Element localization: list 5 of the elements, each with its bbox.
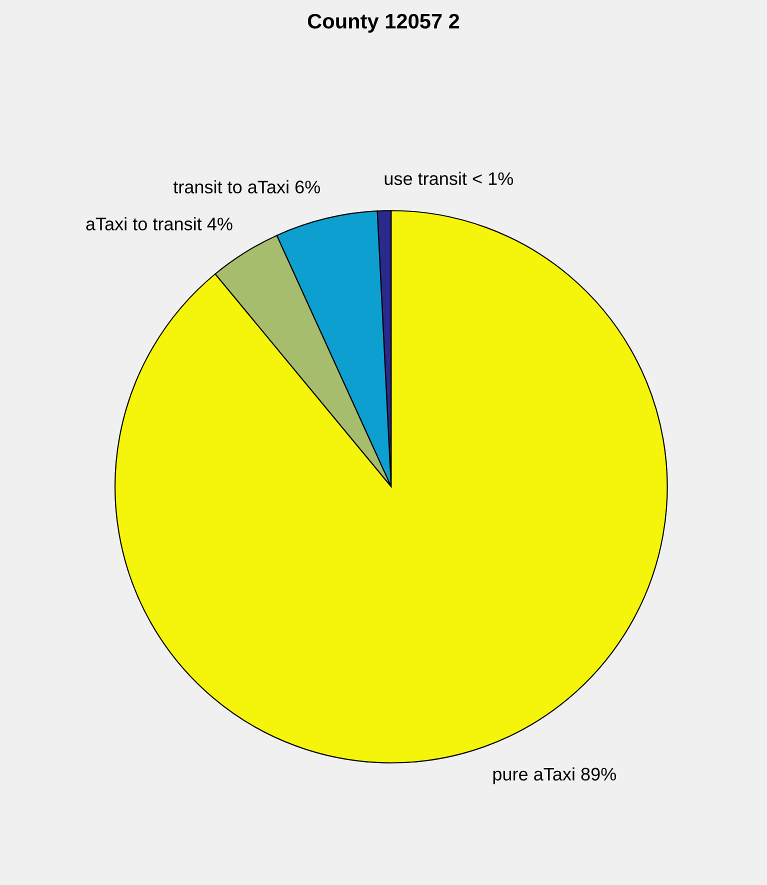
slice-label: aTaxi to transit 4%	[86, 217, 232, 230]
chart-title: County 12057 2	[308, 14, 460, 33]
slice-label: pure aTaxi 89%	[493, 767, 616, 784]
slice-label: use transit < 1%	[384, 172, 513, 186]
slice-label: transit to aTaxi 6%	[173, 180, 320, 194]
